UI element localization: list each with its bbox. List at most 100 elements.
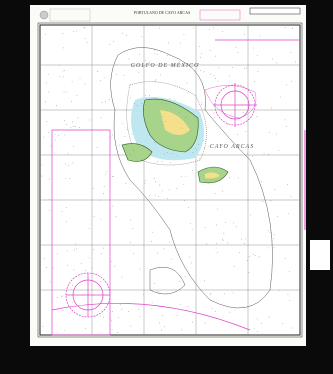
sounding	[89, 119, 91, 121]
sounding	[211, 307, 213, 309]
sounding	[192, 321, 194, 323]
sounding	[75, 243, 77, 245]
sounding	[61, 296, 63, 298]
sounding	[156, 54, 158, 55]
sounding	[218, 67, 220, 69]
sounding	[159, 291, 161, 293]
sounding	[291, 80, 292, 82]
sounding	[291, 327, 293, 329]
sounding	[66, 264, 68, 266]
sounding	[103, 316, 104, 318]
sounding	[208, 146, 210, 148]
sounding	[179, 111, 180, 113]
sounding	[75, 30, 77, 32]
sounding	[93, 249, 94, 251]
sounding	[160, 74, 161, 76]
sounding	[72, 126, 74, 128]
sounding	[229, 75, 231, 77]
sounding	[223, 232, 225, 234]
sounding	[288, 271, 290, 272]
sounding	[121, 308, 123, 310]
sounding	[276, 133, 277, 135]
sounding	[46, 121, 48, 123]
sounding	[109, 319, 111, 321]
sounding	[53, 152, 55, 154]
reefs	[121, 85, 257, 184]
sounding	[209, 50, 211, 51]
sounding	[256, 55, 258, 57]
sounding	[156, 161, 158, 162]
sounding	[71, 81, 73, 83]
sounding	[45, 101, 46, 103]
sounding	[209, 294, 211, 295]
sounding	[186, 82, 188, 84]
sounding	[153, 178, 155, 180]
sounding	[187, 92, 189, 94]
sounding	[141, 36, 143, 38]
sounding	[110, 261, 112, 262]
sounding	[116, 332, 118, 333]
sounding	[61, 295, 63, 297]
sounding	[42, 326, 44, 327]
sounding	[148, 194, 150, 196]
sounding	[214, 78, 216, 79]
sounding	[273, 234, 275, 235]
sounding	[269, 232, 271, 234]
sounding	[92, 188, 94, 189]
sounding	[169, 98, 171, 100]
sounding	[63, 91, 65, 92]
sounding	[139, 268, 141, 270]
sounding	[63, 69, 65, 71]
sounding	[144, 182, 146, 184]
sounding	[126, 35, 128, 36]
sounding	[217, 80, 219, 82]
sounding	[154, 49, 156, 51]
sounding	[70, 127, 72, 128]
sounding	[179, 280, 180, 282]
sounding	[235, 226, 237, 228]
sounding	[253, 47, 254, 49]
sounding	[45, 33, 47, 35]
sounding	[46, 82, 48, 84]
sounding	[113, 176, 114, 177]
sounding	[100, 218, 102, 220]
sounding	[243, 243, 245, 244]
sounding	[199, 45, 200, 47]
sounding	[286, 84, 288, 86]
sounding	[176, 315, 178, 316]
sounding	[58, 64, 60, 66]
sounding	[168, 189, 170, 191]
sounding	[199, 158, 200, 160]
sounding	[185, 116, 187, 118]
sounding	[43, 258, 45, 259]
sounding	[97, 71, 98, 72]
sounding	[237, 133, 238, 135]
sounding	[143, 294, 144, 295]
sounding	[116, 74, 118, 76]
sounding	[278, 150, 280, 151]
sounding	[263, 153, 265, 155]
sounding	[41, 175, 43, 177]
sounding	[75, 276, 77, 278]
sounding	[212, 27, 214, 29]
sounding	[83, 26, 85, 28]
sounding	[248, 272, 250, 273]
sounding	[181, 329, 182, 331]
sounding	[52, 267, 54, 269]
sounding	[247, 152, 248, 154]
sounding	[258, 256, 260, 258]
sounding	[99, 315, 101, 317]
sounding	[62, 70, 64, 72]
sounding	[66, 250, 68, 252]
sounding	[68, 165, 69, 167]
sounding	[204, 226, 206, 228]
sounding	[105, 101, 106, 102]
sounding	[213, 74, 215, 76]
sounding	[155, 181, 156, 183]
sounding	[227, 242, 229, 244]
sounding	[88, 227, 90, 229]
sounding	[269, 132, 270, 133]
sounding	[179, 303, 181, 305]
sounding	[48, 91, 50, 93]
sounding	[72, 162, 74, 164]
